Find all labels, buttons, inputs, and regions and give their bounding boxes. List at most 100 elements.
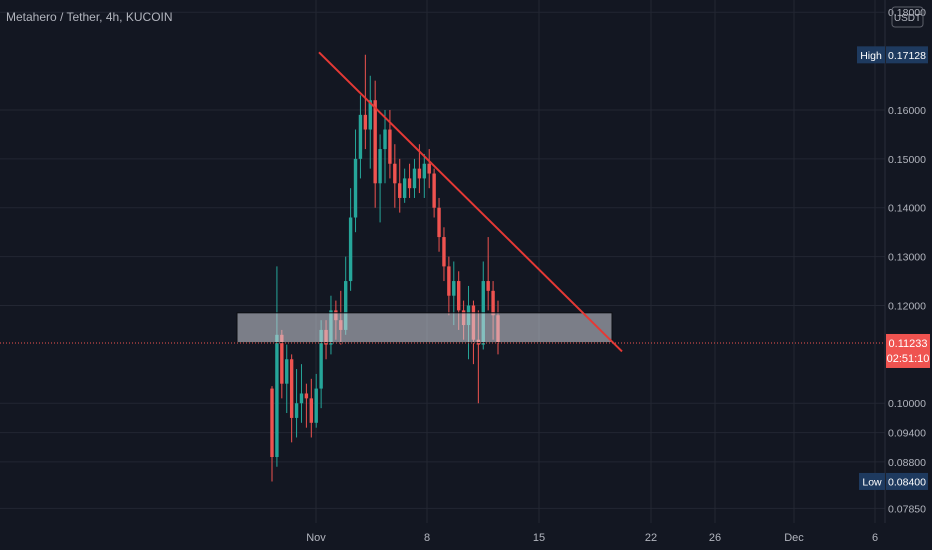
candle (447, 256, 451, 316)
candle (304, 383, 309, 428)
candle-body (285, 359, 289, 384)
candle-body (452, 281, 456, 296)
candle-body (358, 114, 363, 159)
candle-body (270, 388, 274, 458)
candle-body (373, 100, 377, 184)
candle (393, 144, 397, 208)
y-tick-label: 0.16000 (888, 105, 926, 117)
currency-label: USDT (894, 13, 921, 24)
candle (442, 227, 446, 282)
candle (289, 354, 294, 443)
candle (378, 134, 382, 223)
candle-body (398, 183, 402, 198)
high-price-label: High 0.17128 (857, 46, 928, 64)
candle-body (383, 129, 387, 150)
y-tick-label: 0.13000 (888, 252, 926, 264)
chart-grid (0, 0, 885, 523)
candle (270, 386, 274, 482)
last-price-value: 0.11233 (889, 338, 928, 350)
candle (294, 369, 299, 438)
candle-body (353, 158, 358, 218)
low-price-label: Low 0.08400 (859, 472, 928, 490)
candle (412, 158, 417, 198)
candle (407, 163, 412, 198)
y-tick-label: 0.08800 (888, 457, 926, 469)
y-tick-label: 0.09400 (888, 428, 926, 440)
candle-body (486, 281, 490, 291)
candle (373, 80, 377, 208)
y-tick-label: 0.18000 (888, 7, 926, 19)
candle-body (402, 178, 407, 198)
high-label-value: 0.17128 (888, 50, 926, 62)
x-tick-label: 8 (424, 532, 430, 544)
candle-body (442, 237, 446, 267)
candle-body (294, 403, 299, 418)
x-tick-label: Nov (306, 532, 326, 544)
candle-body (299, 393, 304, 404)
y-tick-label: 0.15000 (888, 154, 926, 166)
candle-body (319, 329, 323, 389)
support-zone[interactable] (236, 312, 613, 344)
last-price-label: 0.11233 02:51:10 (886, 333, 930, 368)
candle (383, 109, 387, 184)
candle (398, 158, 402, 213)
y-tick-label: 0.07850 (888, 503, 926, 515)
currency-button[interactable]: USDT (891, 6, 924, 28)
x-tick-label: 6 (872, 532, 878, 544)
candle (314, 373, 318, 428)
low-label-text: Low (862, 476, 882, 488)
x-tick-label: 26 (709, 532, 721, 544)
candle-body (456, 281, 461, 311)
candle-body (412, 168, 417, 189)
y-tick-label: 0.10000 (888, 398, 926, 410)
candle-body (368, 100, 372, 130)
candle (432, 168, 436, 218)
x-tick-label: 22 (645, 532, 657, 544)
candle-body (280, 334, 284, 384)
candle-body (289, 359, 294, 418)
candle (363, 54, 368, 150)
price-axis: 0.18000 0.16000 0.15000 0.14000 0.13000 0.120… (888, 7, 926, 515)
descending-trendline[interactable] (318, 51, 623, 353)
candle (427, 149, 431, 189)
candle (309, 378, 314, 438)
x-tick-label: Dec (784, 532, 804, 544)
low-label-value: 0.08400 (888, 476, 926, 488)
candle-body (314, 388, 318, 423)
candle-body (432, 173, 436, 208)
candle-body (378, 149, 382, 184)
candle-body (343, 281, 348, 330)
x-tick-label: 15 (533, 532, 545, 544)
candle-body (304, 393, 309, 399)
candle-body (427, 163, 431, 174)
candle-body (422, 163, 427, 179)
candle-body (393, 163, 397, 184)
candle (285, 344, 289, 414)
candle-body (363, 114, 368, 130)
candle (353, 129, 358, 233)
candle (368, 75, 372, 169)
symbol-title: Metahero / Tether, 4h, KUCOIN (6, 10, 173, 24)
candle-body (309, 398, 314, 423)
candle (348, 188, 353, 291)
candle (275, 266, 279, 467)
time-axis: Nov 8 15 22 26 Dec 6 (306, 532, 878, 544)
candle-body (437, 207, 441, 238)
candle (437, 197, 441, 252)
candle-body (417, 168, 422, 179)
candle-body (407, 178, 412, 189)
candle (486, 237, 490, 311)
candle-body (348, 217, 353, 282)
candle (358, 95, 363, 179)
y-tick-label: 0.14000 (888, 203, 926, 215)
candle-body (388, 129, 392, 164)
candle (299, 364, 304, 423)
high-label-text: High (860, 50, 882, 62)
candle (422, 153, 427, 198)
candle-body (275, 334, 279, 458)
candle-body (491, 290, 495, 316)
y-tick-label: 0.12000 (888, 300, 926, 312)
candle (402, 168, 407, 203)
